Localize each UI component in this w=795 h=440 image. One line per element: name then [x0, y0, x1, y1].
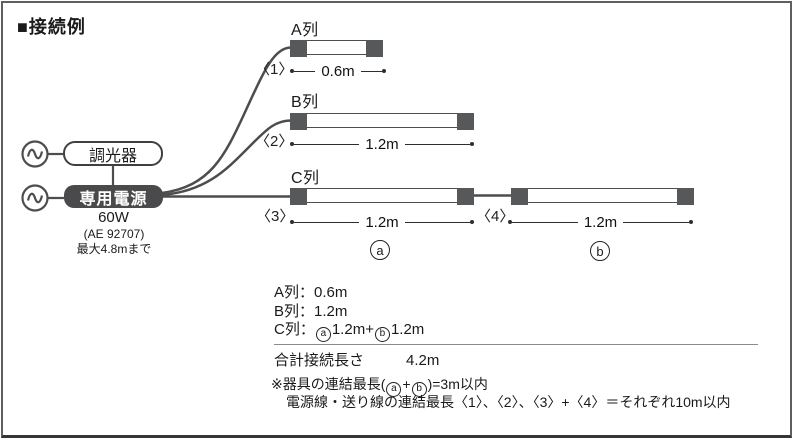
- summary-row-a: A列：0.6m: [274, 284, 348, 301]
- row-a-length: 0.6m: [321, 62, 355, 80]
- wire-to-row-b: [160, 119, 293, 197]
- dimension-dot: [290, 142, 294, 146]
- row-a-dimension: 0.6m: [290, 62, 387, 80]
- summary-row-c-prefix: C列：: [274, 321, 315, 338]
- ac-sine-icon: [26, 192, 44, 204]
- bar-end-cap: [677, 188, 694, 205]
- note1-prefix: ※器具の連結最長(: [271, 376, 386, 392]
- bar-end-cap: [290, 113, 307, 130]
- row-b-label: B列: [291, 94, 319, 111]
- power-supply-model: (AE 92707): [83, 227, 145, 241]
- dimension-dot: [689, 220, 694, 224]
- dimmer-label: 調光器: [88, 147, 137, 165]
- summary-row-c-mid: 1.2m+: [331, 321, 374, 338]
- row-c-dimension-b: 1.2m: [508, 213, 694, 231]
- segment-a-mark-inline: a: [386, 381, 402, 397]
- dimension-line: [404, 221, 471, 223]
- diagram-title: ■接続例: [17, 17, 86, 37]
- total-length-value: 4.2m: [406, 352, 440, 369]
- bar-end-cap: [457, 113, 474, 130]
- power-supply-label: 専用電源: [79, 190, 148, 208]
- dimension-dot: [470, 220, 475, 224]
- row-a-wire-tag: 〈1〉: [255, 61, 294, 78]
- bar-end-cap: [457, 188, 474, 205]
- note1-plus: +: [402, 376, 411, 392]
- note-fixture-max: ※器具の連結最長(a + b)=3m以内: [271, 377, 488, 397]
- segment-a-mark-inline: a: [315, 326, 331, 342]
- segment-a-mark: a: [370, 240, 390, 260]
- note-wire-max: 電源線・送り線の連結最長〈1〉、〈2〉、〈3〉+〈4〉＝それぞれ10m以内: [286, 394, 731, 410]
- row-b-light-bar: [290, 113, 474, 130]
- dimension-dot: [470, 142, 475, 146]
- row-c-wire-tag-3: 〈3〉: [256, 208, 295, 225]
- power-supply-box: 専用電源: [64, 185, 163, 208]
- row-c-label: C列: [291, 170, 320, 187]
- row-c-length-a: 1.2m: [365, 213, 399, 231]
- dimension-line: [404, 143, 471, 145]
- row-c-light-bar-b: [511, 188, 694, 205]
- row-c-light-bar-a: [290, 188, 474, 205]
- ac-sine-icon: [26, 148, 44, 160]
- dimension-dot: [290, 69, 294, 73]
- summary-row-c-suffix: 1.2m: [390, 321, 425, 338]
- dimension-line: [623, 221, 690, 223]
- dimension-dot: [508, 220, 512, 224]
- row-b-dimension: 1.2m: [290, 135, 475, 153]
- row-c-dimension-a: 1.2m: [290, 213, 475, 231]
- row-c-wire-tag-4: 〈4〉: [476, 208, 515, 225]
- dimension-dot: [290, 220, 294, 224]
- total-length-label: 合計接続長さ: [274, 352, 365, 369]
- row-b-length: 1.2m: [365, 135, 399, 153]
- summary-row-c: C列： a 1.2m+ b 1.2m: [274, 322, 424, 342]
- segment-b-mark-inline: b: [411, 381, 427, 397]
- power-supply-wattage: 60W: [98, 209, 129, 226]
- power-supply-max-length: 最大4.8mまで: [76, 242, 152, 256]
- dimension-line: [294, 221, 360, 223]
- dimension-line: [294, 70, 316, 72]
- bar-end-cap: [366, 40, 383, 57]
- bar-end-cap: [290, 188, 307, 205]
- bar-end-cap: [511, 188, 528, 205]
- dimension-dot: [382, 69, 387, 73]
- bar-end-cap: [290, 40, 307, 57]
- row-c-length-b: 1.2m: [583, 213, 618, 231]
- wire-to-row-a: [160, 46, 293, 195]
- dimension-line: [512, 221, 578, 223]
- segment-b-mark: b: [590, 241, 610, 261]
- dimmer-box: 調光器: [63, 141, 163, 166]
- summary-divider: [274, 344, 758, 345]
- dimension-line: [360, 70, 383, 72]
- dimension-line: [294, 143, 360, 145]
- note1-suffix: )=3m以内: [427, 376, 488, 392]
- row-a-label: A列: [291, 22, 319, 39]
- row-a-light-bar: [290, 40, 383, 57]
- summary-row-b: B列：1.2m: [274, 303, 348, 320]
- segment-b-mark-inline: b: [374, 326, 390, 342]
- row-b-wire-tag: 〈2〉: [255, 133, 294, 150]
